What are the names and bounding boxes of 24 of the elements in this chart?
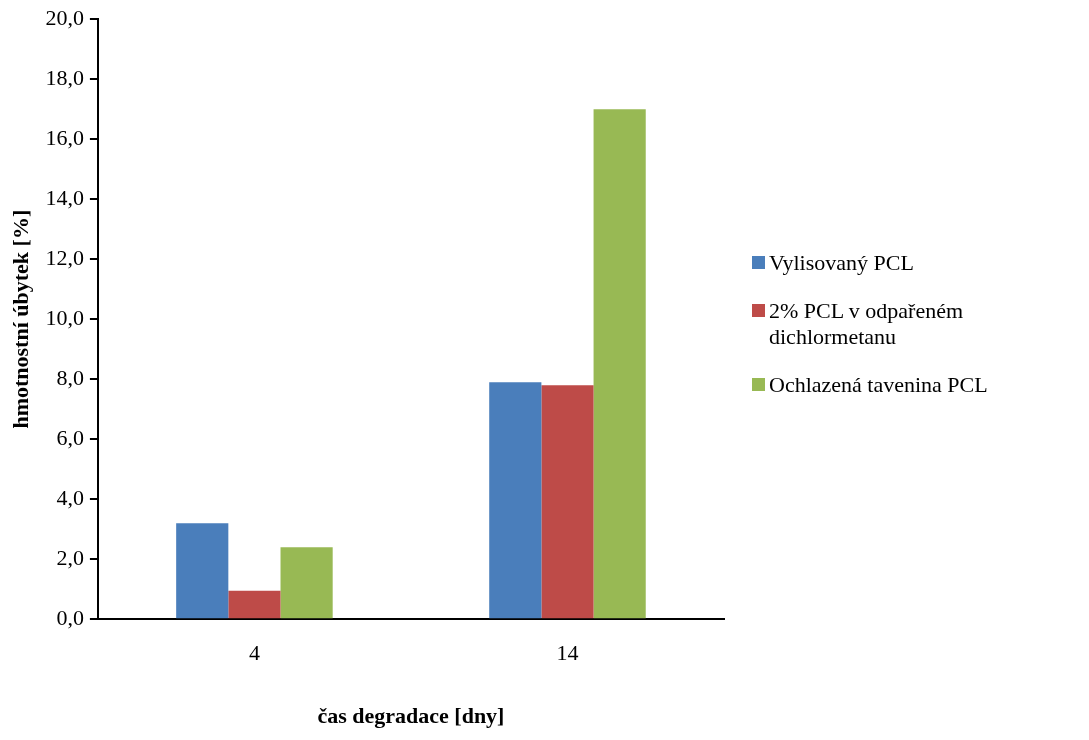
y-tick-label: 6,0 [56,424,84,450]
y-tick-label: 18,0 [45,64,84,90]
y-tick-label: 10,0 [45,304,84,330]
bar [541,385,594,619]
bar [280,547,333,619]
y-tick-label: 14,0 [45,184,84,210]
x-axis-title: čas degradace [dny] [317,703,505,729]
legend-label: 2% PCL v odpařeném dichlormetanu [769,298,965,350]
legend-label: Ochlazená tavenina PCL [769,372,988,398]
y-tick-label: 0,0 [56,604,84,630]
y-tick-label: 8,0 [56,364,84,390]
bar [228,590,281,619]
y-tick-label: 4,0 [56,484,84,510]
y-tick-label: 12,0 [45,244,84,270]
legend-label: Vylisovaný PCL [769,250,914,276]
bar [593,109,646,619]
y-tick-label: 20,0 [45,4,84,30]
bar [176,523,229,619]
x-tick-label: 4 [248,640,260,666]
y-tick-label: 2,0 [56,544,84,570]
bar [489,382,542,619]
x-tick-label: 14 [556,640,579,666]
y-tick-label: 16,0 [45,124,84,150]
y-axis-title: hmotnostní úbytek [%] [7,209,33,429]
